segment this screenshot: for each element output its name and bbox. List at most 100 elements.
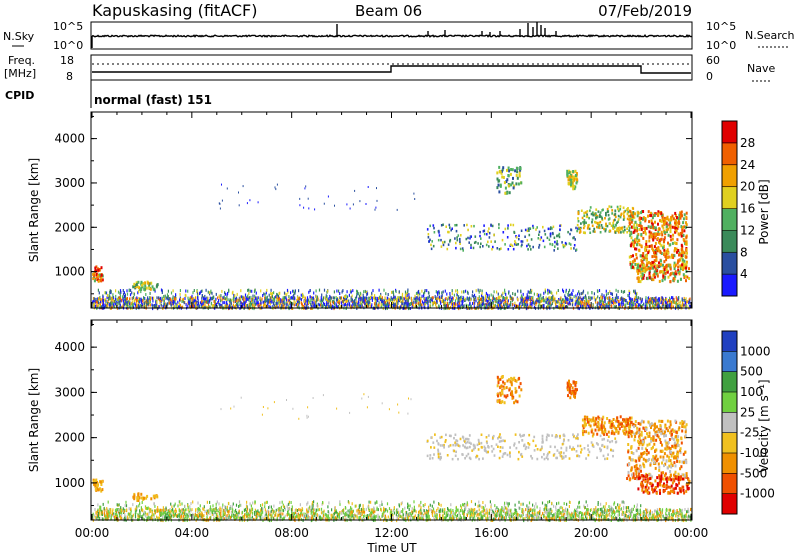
power-echo-low-range (554, 297, 556, 301)
power-echo-low-range (478, 290, 480, 294)
power-echo-low-range (499, 303, 501, 307)
power-echo-mid-range (591, 218, 594, 221)
power-echo-low-range (456, 303, 458, 307)
power-echo-strong (676, 250, 678, 254)
power-echo-low-range (220, 299, 222, 303)
power-echo-strong (633, 266, 636, 270)
power-echo-mid-range (586, 227, 589, 230)
power-echo-mid-range (548, 238, 551, 241)
power-echo-low-range (401, 292, 404, 296)
power-echo-mid-range (494, 240, 496, 243)
power-echo-low-range (530, 291, 532, 295)
power-echo-strong (643, 263, 645, 267)
power-echo-low-range (499, 301, 501, 305)
power-echo-sparse (396, 208, 398, 211)
power-echo-low-range (539, 303, 541, 306)
power-echo-patch (519, 167, 522, 171)
power-echo-mid-range (593, 212, 596, 216)
power-echo-low-range (288, 295, 290, 299)
power-echo-low-range (288, 299, 290, 303)
power-echo-low-range (181, 298, 184, 302)
power-echo-low-range (310, 298, 312, 302)
power-echo-low-range (220, 305, 222, 309)
power-echo-low-range (593, 292, 595, 296)
power-echo-mid-range (455, 229, 458, 233)
power-echo-low-range (110, 303, 112, 307)
power-echo-low-range (287, 298, 289, 302)
power-echo-low-range (557, 289, 559, 292)
power-echo-low-range (358, 300, 360, 304)
power-echo-mid-range (622, 230, 625, 233)
power-echo-low-range (664, 300, 667, 304)
power-echo-patch (511, 168, 514, 172)
power-echo-low-range (157, 307, 159, 311)
velocity-echo-low-range (573, 512, 575, 516)
power-echo-patch (572, 170, 575, 173)
power-echo-low-range (121, 298, 123, 302)
power-echo-strong (656, 264, 659, 268)
power-echo-patch (518, 173, 521, 177)
power-echo-mid-range (583, 221, 586, 224)
power-echo-sparse (365, 203, 367, 205)
velocity-echo-low-range (567, 515, 569, 519)
power-echo-mid-range (593, 227, 596, 231)
velocity-echo-low-range (570, 516, 572, 520)
power-echo-low-range (481, 300, 483, 304)
power-echo-low-range (116, 302, 118, 306)
power-echo-low-range (521, 299, 523, 302)
power-echo-low-range (441, 291, 443, 295)
power-echo-strong (660, 237, 663, 241)
power-echo-low-range (634, 302, 636, 306)
power-echo-low-range (647, 300, 649, 304)
power-echo-low-range (193, 298, 195, 302)
power-echo-strong (629, 261, 632, 264)
velocity-echo-low-range (249, 511, 251, 515)
cpid-value: normal (fast) 151 (94, 93, 212, 107)
power-echo-low-range (440, 295, 443, 299)
velocity-echo-low-range (435, 511, 437, 515)
power-echo-low-range (550, 303, 552, 307)
velocity-echo-low-range (532, 515, 534, 519)
power-echo-low-range (665, 298, 667, 302)
power-echo-low-range (582, 304, 584, 308)
power-echo-strong (666, 256, 669, 259)
power-echo-sparse (226, 187, 228, 190)
power-echo-mid-range (623, 216, 626, 219)
power-echo-low-range (596, 303, 598, 307)
power-echo-low-range (571, 291, 573, 295)
power-echo-strong (680, 212, 683, 216)
power-echo-low-range (341, 290, 343, 294)
power-echo-low-range (93, 303, 95, 307)
power-echo-patch (504, 186, 507, 190)
power-echo-mid-range (618, 226, 621, 229)
power-echo-mid-range (551, 231, 554, 235)
power-echo-low-range (522, 303, 524, 307)
power-echo-mid-range (532, 245, 534, 249)
power-echo-low-range (413, 300, 415, 304)
velocity-echo-low-range (447, 513, 449, 517)
power-echo-mid-range (617, 209, 620, 213)
power-echo-mid-range (577, 212, 580, 216)
power-echo-strong (677, 249, 680, 252)
velocity-echo-low-range (419, 509, 421, 513)
power-echo-low-range (280, 300, 282, 304)
power-echo-low-range (116, 298, 118, 302)
power-echo-strong (685, 215, 688, 219)
power-echo-low-range (625, 305, 627, 309)
power-echo-low-range (472, 302, 474, 305)
power-echo-mid-range (568, 242, 571, 245)
power-echo-low-range (135, 304, 138, 308)
power-echo-mid-range (595, 217, 597, 220)
power-echo-low-range (197, 296, 199, 300)
power-echo-low-range (628, 295, 630, 299)
power-echo-low-range (461, 302, 463, 306)
power-echo-mid-range (543, 245, 546, 249)
power-echo-mid-range (585, 211, 587, 214)
power-echo-low-range (358, 304, 360, 308)
power-echo-low-range (548, 301, 550, 305)
velocity-echo-low-range (260, 514, 262, 518)
power-echo-patch (497, 179, 500, 183)
power-echo-low-range (255, 291, 257, 295)
power-echo-low-range (448, 302, 450, 305)
power-echo-low-range (155, 304, 157, 308)
